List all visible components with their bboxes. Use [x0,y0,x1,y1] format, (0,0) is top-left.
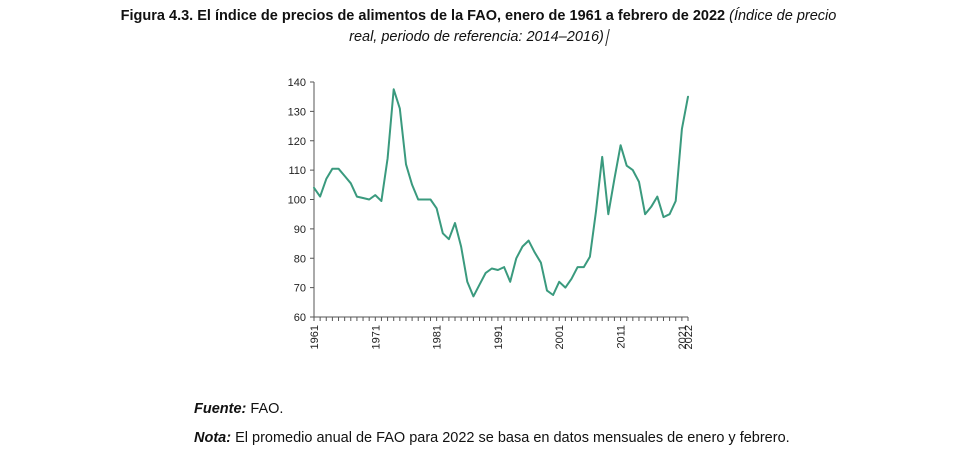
y-tick-label: 100 [288,195,306,207]
y-tick-label: 110 [288,165,306,177]
figure-title-line-2: real, periodo de referencia: 2014–2016) [0,27,957,48]
footnote-text: El promedio anual de FAO para 2022 se ba… [231,430,790,446]
series-line [313,88,689,298]
x-tick-label: 1981 [432,325,444,349]
figure-subtitle-part-2: real, periodo de referencia: 2014–2016) [349,29,604,45]
x-tick-label: 1991 [493,325,505,349]
y-tick-label: 80 [294,253,306,265]
y-tick-label: 70 [294,283,306,295]
x-tick-label: 2022 [683,325,695,349]
figure-subtitle-part-1: (Índice de precio [729,8,837,24]
y-tick-label: 60 [294,312,306,324]
figure-title: Figura 4.3. El índice de precios de alim… [0,6,957,48]
x-tick-label: 2011 [616,325,628,349]
source-text: FAO. [246,401,284,417]
x-tick-label: 1971 [370,325,382,349]
source-note: Fuente: FAO. [194,401,283,417]
y-tick-label: 120 [288,136,306,148]
y-tick-label: 140 [288,77,306,89]
y-tick-label: 130 [288,106,306,118]
y-axis: 60 70 80 90 100 110 120 130 140 [288,77,315,324]
footnote: Nota: El promedio anual de FAO para 2022… [194,430,790,446]
figure-number: Figura 4.3. [120,8,194,24]
source-label: Fuente: [194,401,247,417]
footnote-label: Nota: [194,430,232,446]
x-tick-label: 1961 [309,325,321,349]
x-tick-label: 2001 [554,325,566,349]
series-group [313,88,689,298]
figure-title-text: El índice de precios de alimentos de la … [197,8,726,24]
figure-title-line-1: Figura 4.3. El índice de precios de alim… [0,6,957,27]
y-tick-label: 90 [294,224,306,236]
x-tick-label: 2021 [677,325,689,349]
